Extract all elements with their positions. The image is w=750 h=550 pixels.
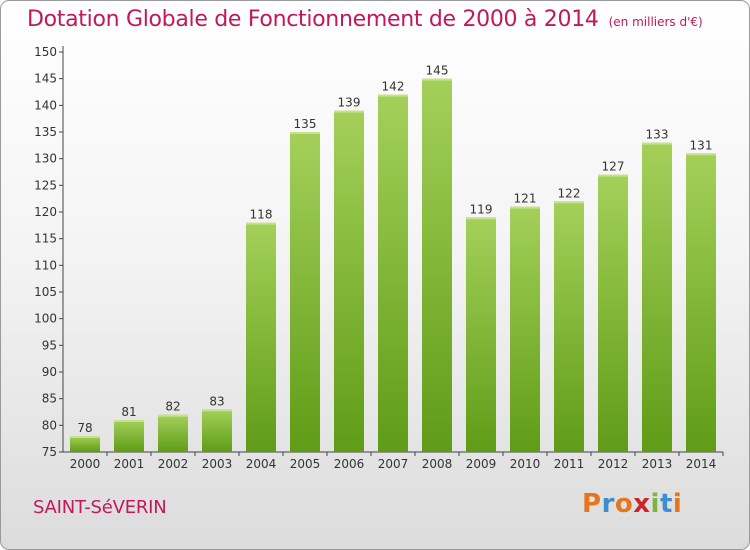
y-tick-label: 85: [42, 392, 57, 406]
bar-highlight: [510, 206, 540, 209]
bar-highlight: [290, 132, 320, 134]
data-label-2009: 119: [470, 202, 493, 216]
bar-highlight: [598, 174, 628, 177]
bars: [70, 78, 716, 453]
bar-2002: [158, 414, 188, 452]
bar-2003: [202, 409, 232, 452]
data-label-2008: 145: [426, 64, 449, 78]
y-tick-label: 115: [34, 232, 57, 246]
x-tick-label: 2002: [158, 457, 189, 471]
bar-highlight: [378, 94, 408, 97]
y-tick-label: 125: [34, 178, 57, 192]
bar-2009: [466, 217, 496, 452]
bar-2001: [114, 420, 144, 452]
bar-2010: [510, 206, 540, 452]
x-tick-label: 2009: [466, 457, 497, 471]
bar-highlight: [334, 110, 364, 113]
chart-title: Dotation Globale de Fonctionnement de 20…: [27, 7, 703, 32]
data-label-2005: 135: [294, 117, 317, 131]
y-tick-label: 110: [34, 258, 57, 272]
logo-letter: i: [672, 489, 683, 519]
data-label-2001: 81: [121, 405, 136, 419]
bar-2007: [378, 94, 408, 453]
x-tick-label: 2008: [422, 457, 453, 471]
bar-2005: [290, 132, 320, 452]
bar-2008: [422, 78, 452, 453]
x-tick-label: 2014: [686, 457, 717, 471]
data-label-2013: 133: [646, 128, 669, 142]
bar-highlight: [202, 409, 232, 412]
x-tick-label: 2006: [334, 457, 365, 471]
proxiti-logo: Proxiti: [582, 489, 682, 519]
x-tick-label: 2007: [378, 457, 409, 471]
bar-2006: [334, 110, 364, 453]
data-label-2014: 131: [690, 138, 713, 152]
x-tick-label: 2012: [598, 457, 629, 471]
bar-highlight: [70, 436, 100, 438]
x-tick-label: 2005: [290, 457, 321, 471]
x-tick-label: 2011: [554, 457, 585, 471]
bar-highlight: [642, 142, 672, 145]
axes: 75 80 85 90 95 100 105 110 115 120 125 130 135 140 145…: [34, 45, 724, 471]
logo-letter: P: [582, 489, 602, 519]
x-tick-label: 2010: [510, 457, 541, 471]
logo-letter: r: [601, 489, 615, 519]
logo-letter: t: [659, 489, 673, 519]
data-label-2011: 122: [558, 186, 581, 200]
bar-highlight: [246, 222, 276, 225]
logo-letter: o: [614, 489, 634, 519]
y-tick-label: 100: [34, 312, 57, 326]
chart-title-text: Dotation Globale de Fonctionnement de 20…: [27, 7, 599, 32]
bar-2004: [246, 222, 276, 452]
y-tick-label: 130: [34, 152, 57, 166]
bar-highlight: [554, 201, 584, 204]
bar-highlight: [686, 153, 716, 156]
bar-highlight: [158, 414, 188, 417]
y-tick-label: 90: [42, 365, 57, 379]
bar-2014: [686, 153, 716, 453]
y-tick-label: 80: [42, 418, 57, 432]
data-label-2002: 82: [165, 400, 180, 414]
y-tick-label: 95: [42, 338, 57, 352]
bar-2012: [598, 174, 628, 452]
x-tick-label: 2013: [642, 457, 673, 471]
y-tick-label: 145: [34, 72, 57, 86]
data-label-2007: 142: [382, 80, 405, 94]
commune-name: SAINT-SéVERIN: [33, 497, 167, 518]
bar-2011: [554, 201, 584, 452]
x-tick-label: 2003: [202, 457, 233, 471]
data-label-2010: 121: [514, 192, 537, 206]
y-tick-label: 150: [34, 45, 57, 59]
bar-highlight: [114, 420, 144, 422]
y-tick-label: 75: [42, 445, 57, 459]
y-tick-label: 135: [34, 125, 57, 139]
x-tick-label: 2004: [246, 457, 277, 471]
data-label-2006: 139: [338, 96, 361, 110]
data-labels: 78 81 82 83 118 135 139 142 145 119 121 122 127 133 13…: [77, 64, 712, 435]
bar-2000: [70, 436, 100, 452]
data-label-2003: 83: [209, 394, 224, 408]
data-label-2000: 78: [77, 421, 92, 435]
x-tick-label: 2001: [114, 457, 145, 471]
y-tick-label: 140: [34, 98, 57, 112]
bar-highlight: [422, 78, 452, 81]
y-tick-label: 120: [34, 205, 57, 219]
logo-letter: x: [633, 489, 651, 519]
bar-2013: [642, 142, 672, 452]
chart-subtitle: (en milliers d'€): [608, 15, 703, 29]
bar-highlight: [466, 217, 496, 220]
data-label-2012: 127: [602, 160, 625, 174]
data-label-2004: 118: [250, 208, 273, 222]
y-tick-label: 105: [34, 285, 57, 299]
x-tick-label: 2000: [70, 457, 101, 471]
logo-letter: i: [650, 489, 660, 519]
